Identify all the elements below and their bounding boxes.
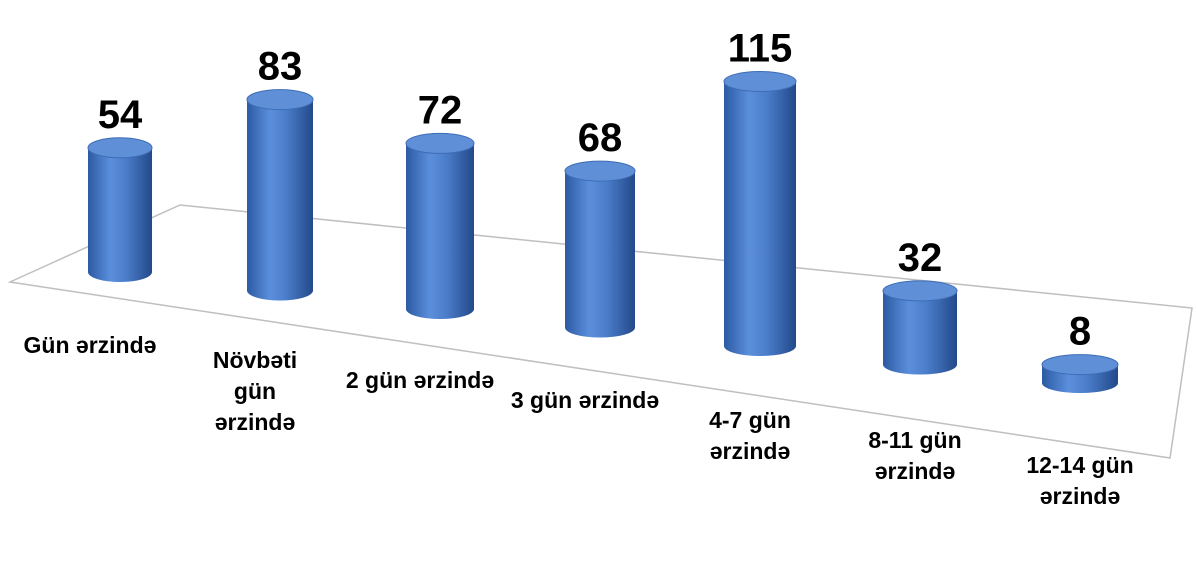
cylinder bbox=[406, 143, 474, 319]
cylinder-top bbox=[882, 280, 958, 302]
cylinder-top bbox=[564, 160, 636, 182]
cylinder bbox=[565, 171, 635, 338]
cylinder bbox=[88, 147, 152, 282]
cylinder-top bbox=[87, 137, 153, 159]
category-label: 3 gün ərzində bbox=[510, 387, 660, 413]
cylinder-top bbox=[723, 71, 797, 92]
category-label: 12-14 gün ərzində bbox=[1026, 452, 1134, 509]
cylinder-top bbox=[405, 132, 475, 154]
value-label: 54 bbox=[98, 93, 143, 137]
category-label: Gün ərzində bbox=[23, 332, 157, 358]
value-label: 115 bbox=[728, 27, 793, 71]
cylinder bbox=[247, 99, 313, 301]
value-label: 83 bbox=[258, 45, 303, 89]
category-label: 4-7 gün ərzində bbox=[709, 407, 791, 464]
value-label: 72 bbox=[418, 88, 463, 132]
value-label: 8 bbox=[1069, 310, 1091, 354]
category-label: 2 gün ərzində bbox=[345, 367, 495, 393]
cylinder-top bbox=[1041, 354, 1119, 376]
category-label: 8-11 gün ərzində bbox=[868, 427, 962, 484]
value-label: 68 bbox=[578, 116, 623, 160]
cylinder bbox=[883, 290, 957, 375]
cylinder-top bbox=[246, 89, 314, 111]
value-label: 32 bbox=[898, 236, 943, 280]
cylinder bbox=[724, 81, 796, 356]
category-label: Növbəti gün ərzində bbox=[212, 347, 298, 435]
